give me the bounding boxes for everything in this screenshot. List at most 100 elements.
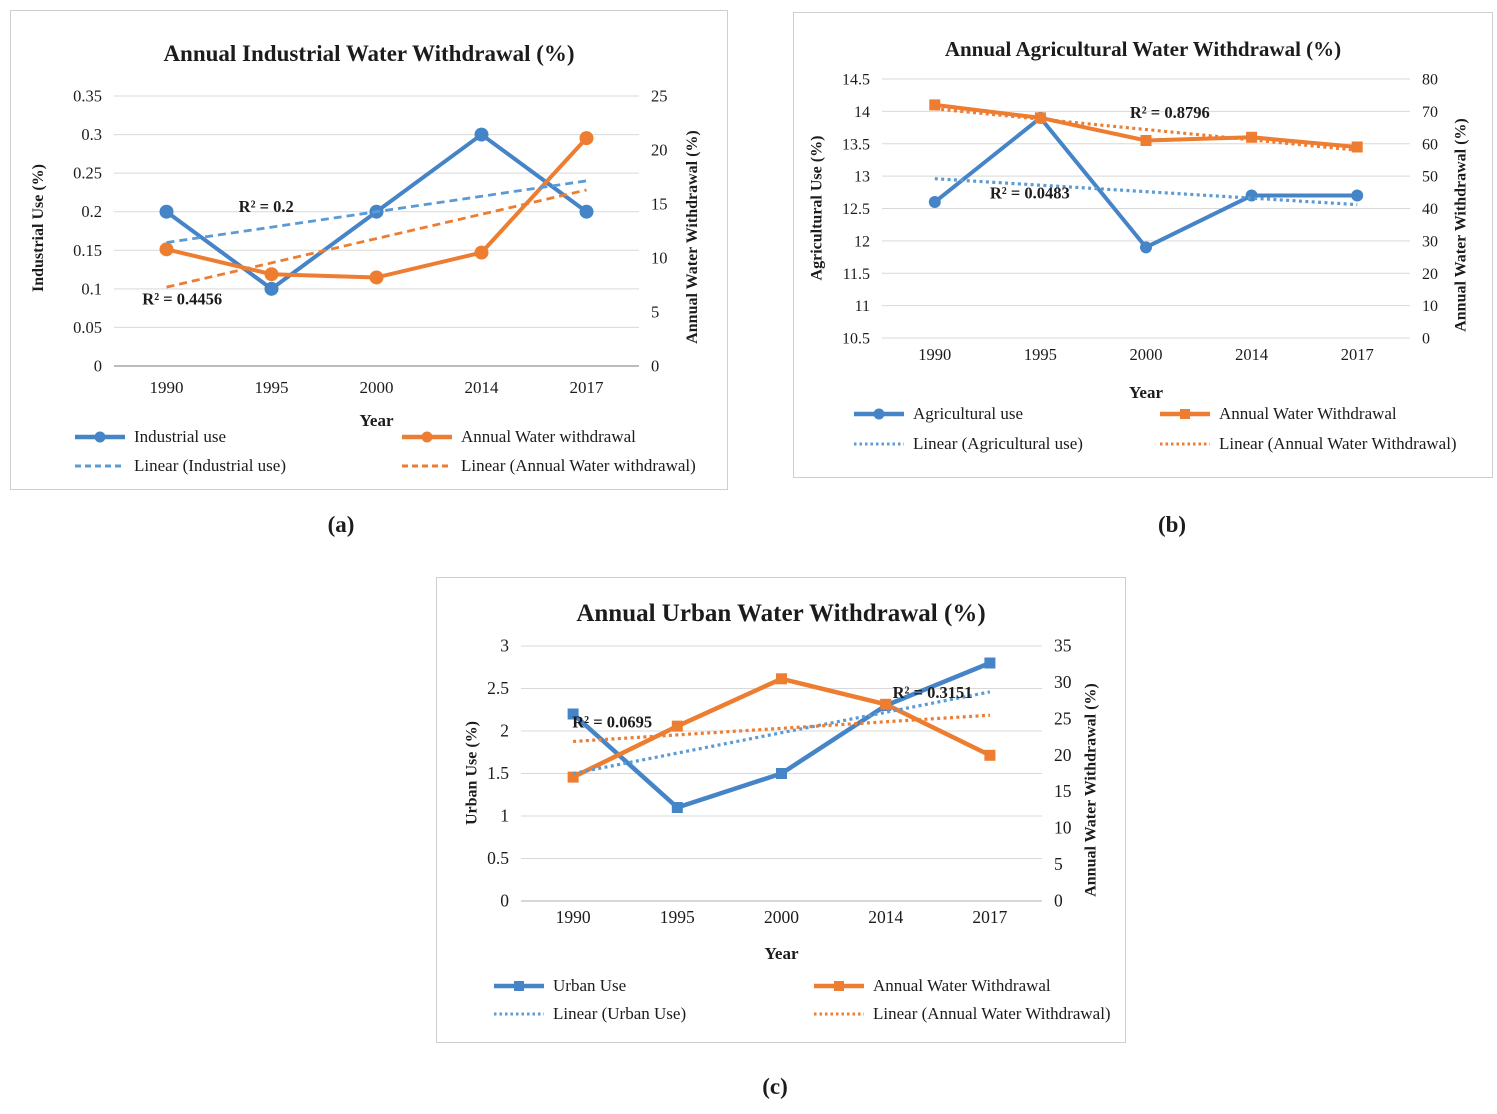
- trend-line: [934, 107, 1358, 152]
- legend-item: Linear (Urban Use): [493, 1004, 686, 1024]
- left-axis-tick-labels: 10.5 11 11.5 12 12.5 13 13.5 14 14.5: [842, 72, 870, 348]
- tick-label: 30: [1054, 672, 1072, 692]
- chart-panel-c: Annual Urban Water Withdrawal (%) Urban …: [436, 577, 1126, 1043]
- tick-label: 1.5: [487, 763, 509, 783]
- legend-label: Linear (Industrial use): [134, 456, 286, 475]
- r-squared-annotation: R² = 0.2: [239, 197, 294, 216]
- plot-area: 0 0.05 0.1 0.15 0.2 0.25 0.3 0.35 0 5 10 15 20 25 1990…: [73, 87, 668, 398]
- category-label: 2017: [570, 378, 605, 397]
- chart-title: Annual Industrial Water Withdrawal (%): [163, 41, 575, 66]
- data-point-marker: [984, 657, 996, 669]
- legend-swatch-solid: [402, 431, 452, 443]
- x-axis-category-labels: 1990 1995 2000 2014 2017: [556, 907, 1008, 927]
- panel-caption-a: (a): [327, 512, 355, 537]
- right-axis-tick-labels: 0 5 10 15 20 25 30 35: [1054, 636, 1072, 911]
- legend-swatch-dotted: [1160, 442, 1210, 446]
- tick-label: 15: [651, 195, 668, 214]
- trend-line: [572, 713, 991, 744]
- legend-item: Linear (Industrial use): [74, 456, 286, 476]
- trendline-linear-urban-use-: [572, 690, 991, 776]
- legend-label: Linear (Agricultural use): [913, 434, 1083, 453]
- data-point-marker: [579, 131, 594, 146]
- data-point-marker: [369, 270, 384, 285]
- chart-panel-b: Annual Agricultural Water Withdrawal (%)…: [793, 12, 1493, 478]
- legend-swatch-solid: [814, 981, 864, 991]
- tick-label: 20: [1422, 266, 1438, 283]
- data-point-marker: [264, 267, 279, 282]
- category-label: 2017: [972, 907, 1007, 927]
- tick-label: 2: [500, 721, 509, 741]
- data-point-marker: [264, 281, 279, 296]
- tick-label: 0.25: [73, 164, 102, 183]
- legend-swatch-dotted: [814, 1012, 864, 1016]
- category-label: 1990: [150, 378, 184, 397]
- data-point-marker: [159, 204, 174, 219]
- legend-item: Industrial use: [74, 427, 226, 447]
- panel-caption-b: (b): [1157, 512, 1187, 537]
- category-label: 2000: [360, 378, 394, 397]
- legend-label: Industrial use: [134, 427, 227, 446]
- data-point-marker: [1246, 131, 1258, 143]
- data-point-marker: [474, 245, 489, 260]
- tick-label: 5: [651, 303, 659, 322]
- trendline-linear-annual-water-withdrawal-: [166, 188, 587, 289]
- trend-line: [934, 177, 1358, 207]
- data-point-marker: [776, 673, 787, 685]
- x-axis-title: Year: [1129, 383, 1163, 402]
- data-point-marker: [1140, 241, 1152, 254]
- tick-label: 0.35: [73, 87, 102, 106]
- legend-item: Annual Water Withdrawal: [1159, 404, 1397, 424]
- x-axis-title: Year: [359, 411, 394, 430]
- category-label: 2014: [465, 378, 500, 397]
- legend-label: Linear (Annual Water Withdrawal): [1219, 434, 1457, 453]
- tick-label: 0: [94, 357, 102, 376]
- tick-label: 20: [651, 141, 668, 160]
- data-point-marker: [159, 242, 174, 257]
- tick-label: 10: [1054, 818, 1072, 838]
- trendline-linear-agricultural-use-: [934, 177, 1358, 207]
- series-annual-water-withdrawal: [929, 99, 1363, 153]
- tick-label: 20: [1054, 745, 1072, 765]
- data-point-marker: [567, 771, 579, 783]
- data-point-marker: [984, 749, 996, 761]
- tick-label: 70: [1422, 104, 1438, 121]
- r-squared-annotation: R² = 0.8796: [1130, 103, 1210, 122]
- tick-label: 25: [651, 87, 668, 106]
- legend-item: Annual Water withdrawal: [401, 427, 636, 447]
- category-label: 2017: [1341, 345, 1374, 364]
- legend-item: Annual Water Withdrawal: [813, 976, 1051, 996]
- trend-line: [572, 690, 991, 776]
- tick-label: 15: [1054, 781, 1072, 801]
- category-label: 2014: [1235, 345, 1268, 364]
- legend-label: Annual Water Withdrawal: [1219, 404, 1397, 423]
- r-squared-annotation: R² = 0.0695: [572, 713, 652, 732]
- tick-label: 13.5: [842, 136, 870, 153]
- gridlines: [882, 78, 1410, 339]
- r-squared-annotation: R² = 0.3151: [893, 683, 973, 702]
- category-label: 1995: [255, 378, 289, 397]
- tick-label: 0.3: [81, 125, 102, 144]
- legend-swatch-solid: [854, 408, 904, 420]
- legend-swatch-dotted: [854, 442, 904, 446]
- legend-item: Linear (Annual Water Withdrawal): [1159, 434, 1457, 454]
- trend-line: [166, 188, 587, 289]
- right-axis-tick-labels: 0 10 20 30 40 50 60 70 80: [1422, 72, 1438, 348]
- tick-label: 3: [500, 636, 509, 656]
- x-axis-category-labels: 1990 1995 2000 2014 2017: [918, 345, 1373, 364]
- tick-label: 25: [1054, 708, 1072, 728]
- series-annual-water-withdrawal: [159, 131, 594, 285]
- legend-label: Annual Water withdrawal: [461, 427, 636, 446]
- gridlines: [114, 95, 639, 367]
- data-point-marker: [567, 708, 579, 720]
- r-squared-annotation: R² = 0.0483: [990, 184, 1070, 203]
- data-point-marker: [1351, 141, 1363, 153]
- tick-label: 2.5: [487, 678, 509, 698]
- legend-label: Linear (Annual Water Withdrawal): [873, 1004, 1111, 1023]
- legend-label: Linear (Annual Water withdrawal): [461, 456, 696, 475]
- tick-label: 50: [1422, 169, 1438, 186]
- left-axis-tick-labels: 0 0.5 1 1.5 2 2.5 3: [487, 636, 509, 911]
- plot-area: 10.5 11 11.5 12 12.5 13 13.5 14 14.5 0 10 20 30 40 50 6…: [842, 72, 1438, 365]
- chart-panel-a: Annual Industrial Water Withdrawal (%) I…: [10, 10, 728, 490]
